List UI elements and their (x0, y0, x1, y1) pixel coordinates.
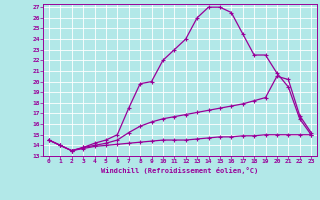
X-axis label: Windchill (Refroidissement éolien,°C): Windchill (Refroidissement éolien,°C) (101, 167, 259, 174)
